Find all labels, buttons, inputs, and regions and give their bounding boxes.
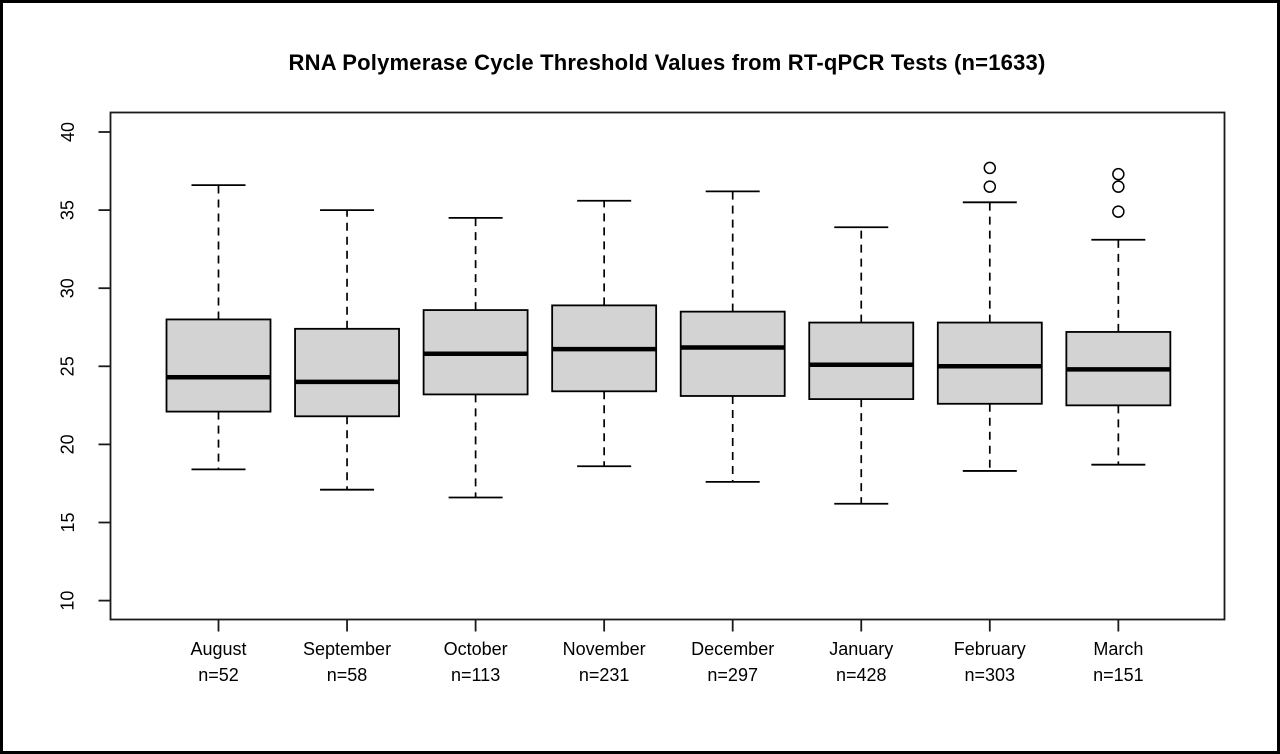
boxplot-september [294, 209, 400, 491]
boxplot-october [422, 217, 529, 499]
y-tick-label: 25 [58, 356, 78, 376]
y-tick-label: 30 [58, 278, 78, 298]
x-tick-label-month: March [1093, 639, 1143, 659]
y-tick-label: 35 [58, 200, 78, 220]
x-tick-label-month: October [444, 639, 508, 659]
boxplot-december [679, 190, 786, 483]
iqr-box [936, 321, 1043, 405]
outlier-point [1112, 167, 1125, 181]
x-tick-label-n: n=231 [579, 665, 630, 685]
x-tick-label-n: n=52 [198, 665, 239, 685]
x-tick-label-month: January [829, 639, 893, 659]
x-tick-label-n: n=303 [965, 665, 1016, 685]
x-tick-label-n: n=58 [327, 665, 368, 685]
y-tick-label: 15 [58, 512, 78, 532]
iqr-box [679, 310, 786, 397]
boxplot-november [551, 199, 658, 468]
y-axis: 10 15 20 25 30 35 40 [58, 122, 111, 611]
x-tick-label-n: n=297 [707, 665, 758, 685]
x-tick-label-n: n=428 [836, 665, 887, 685]
x-tick-label-month: November [563, 639, 646, 659]
x-tick-label-month: December [691, 639, 774, 659]
x-tick-label-month: February [954, 639, 1026, 659]
boxplot-august [165, 184, 272, 471]
outlier-point [983, 161, 997, 175]
outlier-point [1112, 205, 1125, 218]
iqr-box [165, 318, 272, 413]
outlier-point [983, 180, 997, 193]
x-axis: August n=52 September n=58 October n=113 Novem… [190, 619, 1144, 685]
plot-frame [109, 111, 1226, 621]
iqr-box [294, 327, 400, 418]
boxplot-january [808, 226, 915, 505]
y-tick-label: 10 [58, 591, 78, 611]
x-tick-label-n: n=113 [451, 665, 500, 685]
y-tick-label: 40 [58, 122, 78, 142]
chart-title: RNA Polymerase Cycle Threshold Values fr… [288, 50, 1046, 75]
boxplot-february [936, 161, 1043, 472]
boxplot-chart: 10 15 20 25 30 35 40 August n=52 September n=58 Oct… [58, 111, 1226, 685]
boxplot-march [1065, 167, 1172, 466]
iqr-box [808, 321, 915, 401]
x-tick-label-month: August [190, 639, 246, 659]
x-tick-label-n: n=151 [1093, 665, 1144, 685]
outlier-point [1112, 180, 1125, 193]
x-tick-label-month: September [303, 639, 391, 659]
y-tick-label: 20 [58, 434, 78, 454]
